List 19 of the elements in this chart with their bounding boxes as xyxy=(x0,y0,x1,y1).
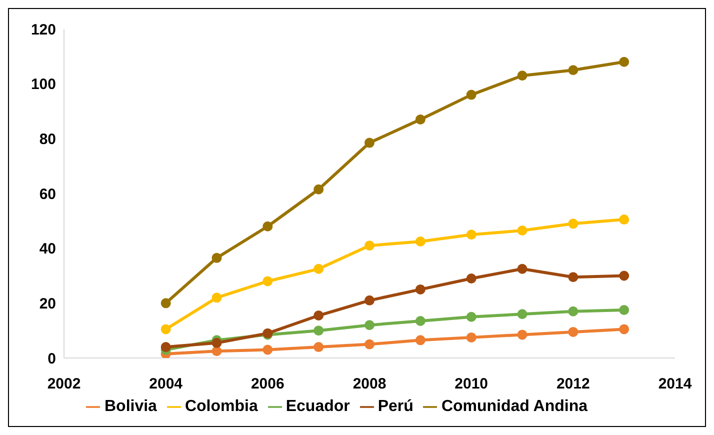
y-tick-label: 120 xyxy=(30,21,56,38)
legend-label: Colombia xyxy=(184,398,258,415)
x-tick-label: 2004 xyxy=(149,376,184,393)
y-tick-label: 0 xyxy=(48,350,56,368)
legend-label: Ecuador xyxy=(286,398,350,415)
legend-label: Comunidad Andina xyxy=(441,398,588,415)
x-tick-label: 2010 xyxy=(454,376,488,393)
legend-label: Bolivia xyxy=(104,398,157,415)
x-tick-label: 2014 xyxy=(658,376,692,393)
y-tick-label: 40 xyxy=(39,240,56,258)
legend-label: Perú xyxy=(378,398,414,415)
x-tick-label: 2008 xyxy=(352,376,386,393)
y-tick-label: 20 xyxy=(39,295,56,312)
x-tick-label: 2012 xyxy=(556,376,590,393)
y-tick-label: 80 xyxy=(39,130,56,148)
x-tick-label: 2002 xyxy=(47,376,81,393)
y-tick-label: 60 xyxy=(39,186,56,203)
x-tick-label: 2006 xyxy=(250,376,284,393)
y-tick-label: 100 xyxy=(30,76,56,94)
